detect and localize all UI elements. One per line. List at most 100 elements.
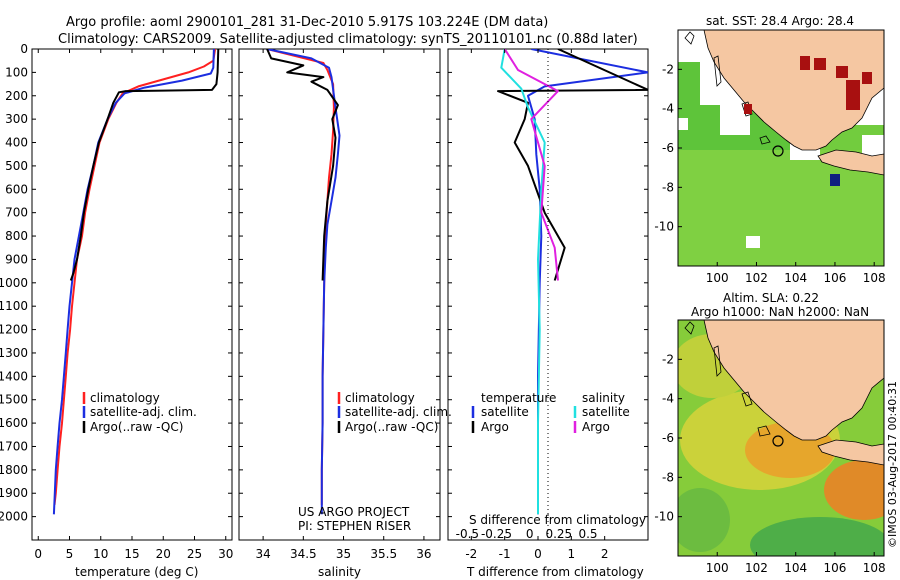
legend-heading-temperature: temperature (481, 391, 556, 405)
y-tick-label: 1200 (0, 323, 28, 337)
sla-map (678, 320, 884, 556)
map-x-tick-label: 104 (784, 561, 807, 575)
x-tick-label: 30 (218, 547, 233, 561)
map-x-tick-label: 106 (823, 271, 846, 285)
salinity-panel-frame (238, 48, 441, 541)
series-line-argo-raw-qc- (266, 49, 339, 281)
salinity-series (266, 49, 341, 515)
s-difference-axis-label: S difference from climatology (469, 513, 646, 527)
series-line-satellite (500, 49, 546, 515)
series-line-argo-raw-qc- (69, 49, 220, 281)
y-tick-label: 2000 (0, 510, 28, 524)
pi-credit: PI: STEPHEN RISER (298, 519, 411, 533)
island-outline (684, 31, 695, 45)
figure-title-line2: Climatology: CARS2009. Satellite-adjuste… (58, 32, 638, 47)
sla-field-orange (824, 460, 884, 520)
imos-timestamp: ©IMOS 03-Aug-2017 00:40:31 (886, 381, 899, 548)
x-tick-label: 36 (416, 547, 431, 561)
island-outline (713, 55, 722, 87)
x-tick-label: 34 (255, 547, 270, 561)
y-tick-label: 500 (5, 159, 28, 173)
legend-label-climatology: climatology (90, 391, 160, 405)
map-x-tick-label: 108 (863, 561, 886, 575)
difference-legend: temperature satellite Argo salinity sate… (471, 391, 630, 434)
map-y-tick-label: -6 (662, 431, 674, 445)
x-tick-label: 1 (568, 547, 576, 561)
java-land (817, 149, 884, 176)
island-outline (757, 425, 771, 437)
map-y-tick-label: -8 (662, 180, 674, 194)
series-line-argo (503, 49, 559, 281)
x-tick-label: 10 (93, 547, 108, 561)
map-y-tick-label: -2 (662, 62, 674, 76)
map-x-tick-label: 106 (823, 561, 846, 575)
sla-field-cool (750, 517, 884, 556)
y-tick-label: 1100 (0, 299, 28, 313)
argo-location-marker (772, 435, 784, 447)
sla-field-cool (678, 488, 730, 552)
temperature-axis-label: temperature (deg C) (75, 565, 198, 579)
depth-axis: 0 100 200 300 400 500 600 700 800 900 1000 1100 1200… (0, 42, 648, 524)
x-tick-label: -1 (499, 547, 511, 561)
map-y-tick-label: -2 (662, 352, 674, 366)
y-tick-label: 1500 (0, 393, 28, 407)
x-axes: 0 5 10 15 20 25 30 34 34.5 35 35.5 36 -2 -1 0 1 2 -0.5 -0.… (34, 49, 608, 561)
sst-map-axes: 100 102 104 106 108 -2 -4 -6 -8 -10 (654, 62, 885, 285)
y-tick-label: 700 (5, 206, 28, 220)
x-tick-label: 0 (534, 547, 542, 561)
island-outline (684, 321, 695, 335)
x-tick-label: 35.5 (370, 547, 397, 561)
map-x-tick-label: 108 (863, 271, 886, 285)
difference-panel-frame (447, 48, 649, 541)
y-tick-label: 800 (5, 229, 28, 243)
y-tick-label: 100 (5, 65, 28, 79)
x2-tick-label: 0.5 (578, 527, 597, 541)
x2-tick-label: -0.25 (481, 527, 512, 541)
y-tick-label: 1800 (0, 463, 28, 477)
y-tick-label: 1400 (0, 369, 28, 383)
legend-heading-salinity: salinity (582, 391, 625, 405)
series-line-satellite-adj-clim- (266, 49, 341, 515)
map-y-tick-label: -10 (654, 220, 674, 234)
island-outline (741, 391, 753, 407)
legend-label-s-satellite: satellite (582, 405, 630, 419)
legend-label-t-satellite: satellite (481, 405, 529, 419)
x-tick-label: 2 (601, 547, 609, 561)
y-tick-label: 200 (5, 89, 28, 103)
map-x-tick-label: 100 (706, 561, 729, 575)
map-y-tick-label: -4 (662, 392, 674, 406)
temperature-legend: climatology satellite-adj. clim. Argo(..… (82, 391, 197, 434)
legend-label-s-argo: Argo (582, 420, 610, 434)
map-y-tick-label: -4 (662, 102, 674, 116)
t-difference-axis-label: T difference from climatology (466, 565, 644, 579)
x-tick-label: 25 (187, 547, 202, 561)
project-credit: US ARGO PROJECT (298, 505, 410, 519)
series-line-argo (497, 49, 648, 281)
figure-title-line1: Argo profile: aoml 2900101_281 31-Dec-20… (66, 15, 548, 30)
x-tick-label: 5 (66, 547, 74, 561)
series-line-satellite (527, 49, 648, 515)
map-y-tick-label: -10 (654, 510, 674, 524)
series-line-climatology (53, 49, 217, 506)
map-y-tick-label: -6 (662, 141, 674, 155)
y-tick-label: 900 (5, 252, 28, 266)
series-line-satellite-adj-clim- (52, 49, 215, 515)
y-tick-label: 0 (20, 42, 28, 56)
sst-warm-pixels (744, 56, 872, 114)
legend-label-t-argo: Argo (481, 420, 509, 434)
island-outline (713, 345, 722, 377)
x-tick-label: 15 (124, 547, 139, 561)
salinity-legend: climatology satellite-adj. clim. Argo(..… (337, 391, 452, 434)
y-tick-label: 1300 (0, 346, 28, 360)
y-tick-label: 400 (5, 136, 28, 150)
x2-tick-label: 0.25 (545, 527, 572, 541)
legend-label-argo: Argo(..raw -QC) (345, 420, 438, 434)
sst-map (678, 30, 884, 266)
sumatra-land (703, 320, 884, 441)
x-tick-label: 35 (336, 547, 351, 561)
y-tick-label: 600 (5, 182, 28, 196)
sla-map-axes: 100 102 104 106 108 -2 -4 -6 -8 -10 (654, 352, 885, 575)
java-land (817, 439, 884, 466)
x2-tick-label: -0.5 (456, 527, 479, 541)
